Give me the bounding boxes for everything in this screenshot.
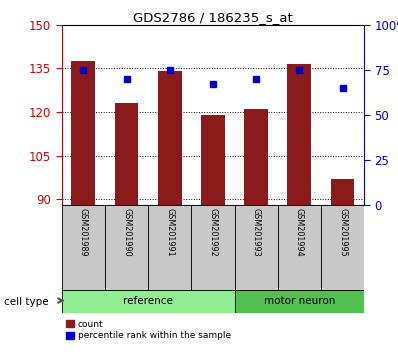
Bar (71, 61, 95, 205)
Text: GSM201991: GSM201991 (165, 208, 174, 256)
Text: GSM201990: GSM201990 (122, 208, 131, 256)
Bar (62, 290, 234, 313)
Bar (115, 103, 139, 205)
Legend: count, percentile rank within the sample: count, percentile rank within the sample (66, 320, 231, 340)
Bar (158, 72, 181, 205)
Text: GSM201993: GSM201993 (252, 208, 261, 256)
Bar (278, 205, 321, 290)
Text: GSM201992: GSM201992 (209, 208, 217, 257)
Title: GDS2786 / 186235_s_at: GDS2786 / 186235_s_at (133, 11, 293, 24)
Bar (234, 290, 364, 313)
Text: reference: reference (123, 296, 173, 307)
Bar (234, 205, 278, 290)
Bar (287, 64, 311, 205)
Text: GSM201994: GSM201994 (295, 208, 304, 256)
Bar (321, 205, 364, 290)
Bar (244, 109, 268, 205)
Bar (191, 205, 234, 290)
Text: GSM201989: GSM201989 (79, 208, 88, 256)
Bar (105, 205, 148, 290)
Text: cell type: cell type (4, 297, 49, 307)
Bar (331, 179, 355, 205)
Bar (148, 205, 191, 290)
Text: GSM201995: GSM201995 (338, 208, 347, 257)
Bar (62, 205, 105, 290)
Text: motor neuron: motor neuron (263, 296, 335, 307)
Bar (201, 115, 225, 205)
